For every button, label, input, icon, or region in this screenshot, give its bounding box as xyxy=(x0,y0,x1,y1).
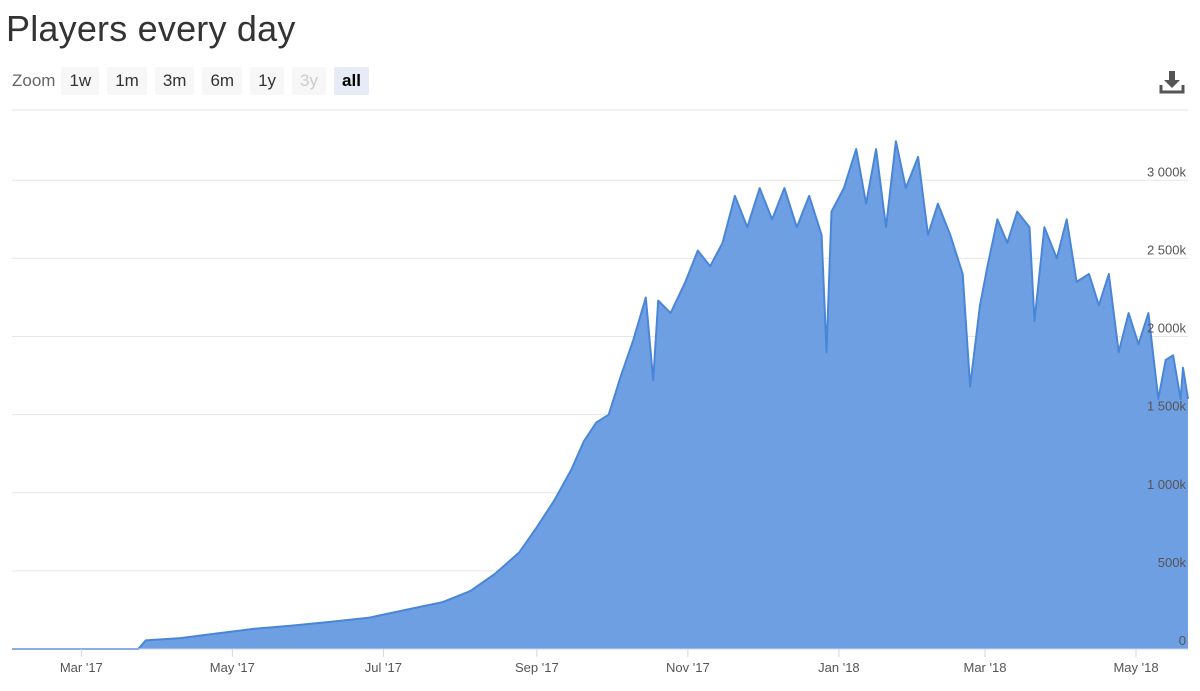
zoom-3y-button: 3y xyxy=(292,67,327,95)
zoom-1m-button[interactable]: 1m xyxy=(107,67,147,95)
zoom-6m-button[interactable]: 6m xyxy=(202,67,243,95)
y-tick-label: 0 xyxy=(1179,633,1186,648)
y-tick-label: 1 500k xyxy=(1147,399,1187,414)
x-tick-label: Jul '17 xyxy=(365,660,402,675)
download-icon[interactable] xyxy=(1158,68,1186,96)
zoom-controls: Zoom 1w 1m 3m 6m 1y 3y all xyxy=(12,66,377,96)
x-tick-label: Jan '18 xyxy=(818,660,860,675)
x-tick-label: May '18 xyxy=(1113,660,1158,675)
series-area xyxy=(12,141,1188,649)
y-tick-label: 2 000k xyxy=(1147,321,1187,336)
series-line xyxy=(12,140,1189,650)
zoom-all-button[interactable]: all xyxy=(334,67,369,95)
y-tick-label: 500k xyxy=(1158,555,1187,570)
zoom-1w-button[interactable]: 1w xyxy=(61,67,100,95)
chart-title: Players every day xyxy=(6,8,296,49)
x-tick-label: Mar '18 xyxy=(964,660,1007,675)
zoom-label: Zoom xyxy=(12,71,56,90)
x-tick-label: Sep '17 xyxy=(515,660,559,675)
x-tick-label: May '17 xyxy=(210,660,255,675)
y-tick-label: 2 500k xyxy=(1147,242,1187,257)
zoom-3m-button[interactable]: 3m xyxy=(154,67,195,95)
zoom-1y-button[interactable]: 1y xyxy=(250,67,285,95)
x-tick-label: Mar '17 xyxy=(60,660,103,675)
x-tick-label: Nov '17 xyxy=(666,660,710,675)
download-icon-graphic xyxy=(1159,71,1185,94)
y-tick-label: 1 000k xyxy=(1147,477,1187,492)
y-tick-label: 3 000k xyxy=(1147,164,1187,179)
